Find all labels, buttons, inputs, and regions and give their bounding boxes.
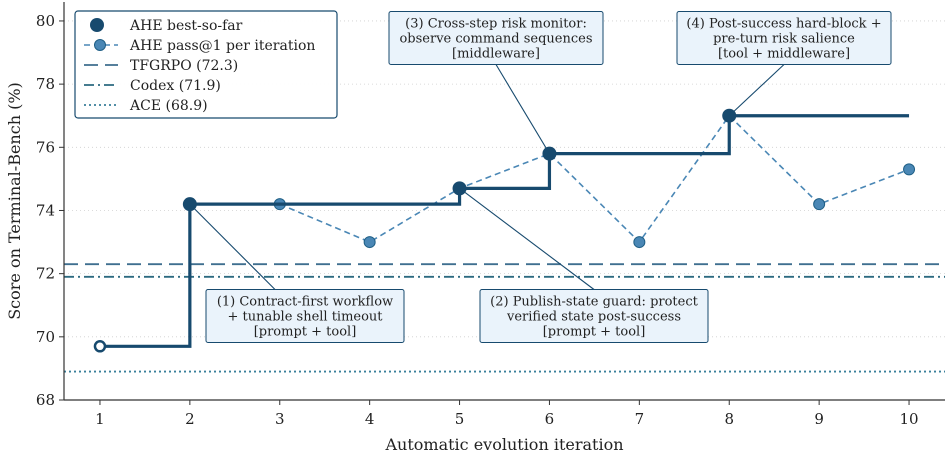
legend-label-5: ACE (68.9): [129, 98, 208, 114]
x-tick-label-4: 4: [365, 410, 375, 428]
x-axis-title: Automatic evolution iteration: [384, 435, 623, 454]
best-so-far-start-marker: [93, 340, 107, 353]
x-tick-label-1: 1: [95, 410, 105, 428]
annotation-1-line-2: + tunable shell timeout: [227, 310, 383, 325]
annotation-4-line-2: pre-turn risk salience: [713, 32, 855, 47]
annotation-leader-4: [728, 64, 785, 117]
legend: AHE best-so-far AHE pass@1 per iteration T…: [74, 10, 338, 119]
annotation-1-line-1: (1) Contract-first workflow: [217, 295, 393, 310]
annotation-box-3: [388, 11, 604, 65]
pass-at-1-point-9: [813, 198, 826, 211]
annotation-leader-2: [459, 187, 595, 290]
annotation-box-1: [205, 289, 405, 343]
legend-label-1: AHE best-so-far: [129, 18, 243, 34]
x-tick-label-7: 7: [635, 410, 645, 428]
y-tick-label-72: 72: [36, 265, 55, 283]
y-tick-label-78: 78: [36, 75, 55, 93]
annotation-3-line-2: observe command sequences: [399, 32, 592, 47]
annotation-leader-1: [189, 203, 276, 290]
annotation-2-line-2: verified state post-success: [506, 310, 681, 325]
annotation-4-line-1: (4) Post-success hard-block +: [686, 17, 881, 32]
x-tick-label-5: 5: [455, 410, 465, 428]
y-tick-label-70: 70: [36, 328, 55, 346]
legend-box: [74, 10, 338, 119]
annotation-box-2: [479, 289, 709, 343]
y-tick-label-80: 80: [36, 12, 55, 30]
legend-swatch-1: [90, 18, 104, 32]
x-tick-label-10: 10: [899, 410, 918, 428]
annotation-3-line-3: [middleware]: [452, 47, 540, 62]
x-tick-label-9: 9: [814, 410, 824, 428]
y-axis-title: Score on Terminal-Bench (%): [5, 82, 24, 320]
x-tick-label-8: 8: [724, 410, 734, 428]
legend-label-4: Codex (71.9): [130, 78, 221, 94]
y-tick-label-76: 76: [36, 138, 55, 156]
pass-at-1-point-4: [363, 236, 376, 249]
pass-at-1-line: [189, 114, 910, 244]
y-tick-label-74: 74: [36, 201, 55, 219]
reference-lines: [64, 263, 945, 373]
pass-at-1-point-10: [903, 163, 916, 176]
x-tick-label-2: 2: [185, 410, 195, 428]
pass-at-1-point-7: [633, 236, 646, 249]
legend-label-3: TFGRPO (72.3): [130, 58, 238, 74]
annotation-2-line-1: (2) Publish-state guard: protect: [490, 295, 698, 310]
annotation-3-line-1: (3) Cross-step risk monitor:: [405, 17, 587, 32]
x-tick-label-6: 6: [545, 410, 555, 428]
y-tick-label-68: 68: [36, 391, 55, 409]
annotations: (1) Contract-first workflow+ tunable she…: [189, 11, 892, 343]
annotation-leader-3: [495, 64, 550, 154]
annotation-box-4: [676, 11, 892, 65]
legend-label-2: AHE pass@1 per iteration: [129, 38, 315, 54]
annotation-1-line-3: [prompt + tool]: [254, 325, 357, 340]
legend-swatch-marker-2: [94, 39, 106, 51]
annotation-4-line-3: [tool + middleware]: [718, 47, 850, 62]
x-tick-label-3: 3: [275, 410, 285, 428]
annotation-2-line-3: [prompt + tool]: [543, 325, 646, 340]
